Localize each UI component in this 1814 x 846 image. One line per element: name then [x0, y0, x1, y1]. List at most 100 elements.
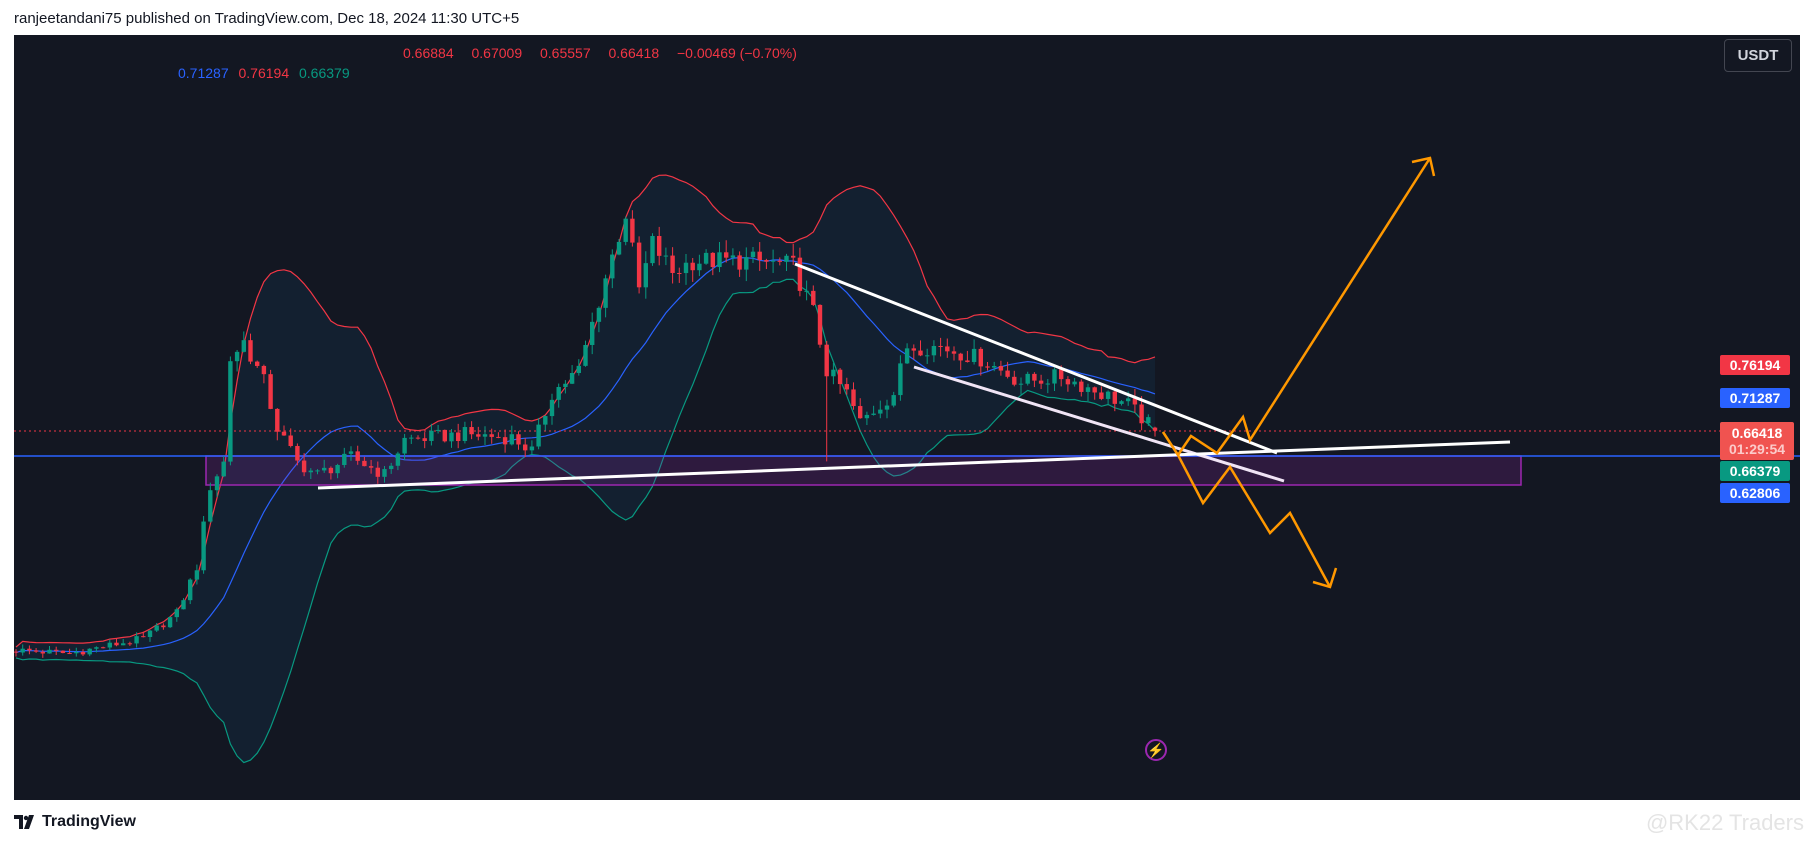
candle-body [925, 355, 930, 357]
candle-body [328, 467, 334, 474]
candle-body [181, 600, 186, 610]
candle-body [141, 636, 146, 638]
candle-body [643, 263, 648, 288]
candle-body [1032, 373, 1037, 381]
candle-body [435, 429, 441, 431]
candle-body [670, 255, 675, 273]
candle-body [1045, 383, 1050, 385]
candle-body [268, 374, 273, 409]
candle-body [737, 255, 742, 270]
candle-body [663, 255, 669, 257]
candle-body [898, 363, 903, 396]
candle-body [958, 353, 963, 361]
candle-body [20, 648, 25, 653]
candle-body [1126, 398, 1131, 402]
candle-body [1092, 387, 1097, 393]
candle-body [583, 344, 588, 366]
candle-body [730, 255, 736, 258]
candle-body [884, 405, 890, 410]
bollinger-lower-line [15, 278, 1156, 764]
lightning-icon[interactable]: ⚡ [1145, 739, 1167, 761]
candle-body [295, 446, 300, 461]
candle-body [750, 251, 756, 258]
price-label-bb-basis: 0.71287 [1720, 388, 1790, 408]
price-label-bb-upper: 0.76194 [1720, 355, 1790, 375]
candle-body [1085, 387, 1091, 392]
candle-body [804, 290, 809, 292]
candle-body [911, 348, 916, 351]
candle-body [429, 430, 434, 441]
candle-body [134, 636, 139, 644]
open-value: 0.66884 [403, 45, 454, 61]
candle-body [744, 257, 749, 270]
candle-body [971, 348, 977, 363]
candle-body [201, 521, 206, 571]
bollinger-legend[interactable]: 0.71287 0.76194 0.66379 [178, 65, 356, 81]
candle-body [60, 650, 66, 654]
candle-body [556, 386, 561, 400]
candle-body [549, 399, 555, 417]
tradingview-logo[interactable]: TradingView [14, 813, 136, 831]
candle-body [462, 427, 468, 441]
candle-body [1139, 404, 1144, 424]
candle-body [121, 643, 126, 646]
candle-body [1146, 417, 1151, 424]
price-label-last: 0.66418 01:29:54 [1720, 422, 1794, 460]
candle-body [241, 340, 246, 352]
candle-body [1072, 381, 1077, 385]
price-label-horizontal-line: 0.62806 [1720, 483, 1790, 503]
candle-body [904, 348, 910, 364]
bearish-projection-path[interactable] [1161, 431, 1332, 588]
currency-button[interactable]: USDT [1724, 39, 1792, 72]
brand-name: TradingView [42, 813, 136, 830]
candle-body [683, 262, 689, 274]
wedge-upper-trendline[interactable] [794, 262, 1278, 455]
bb-lower-value: 0.66379 [299, 65, 350, 81]
candle-body [1012, 376, 1017, 385]
candle-body [596, 307, 602, 322]
candle-body [261, 365, 267, 375]
wedge-lower-trendline[interactable] [913, 365, 1285, 483]
candle-body [844, 384, 849, 390]
price-label-bb-lower: 0.66379 [1720, 461, 1790, 481]
candle-body [214, 476, 220, 491]
rising-support-trendline[interactable] [317, 440, 1511, 490]
candle-body [80, 651, 86, 655]
candle-body [529, 446, 535, 451]
candle-body [616, 241, 622, 255]
candle-body [275, 408, 280, 432]
candle-body [677, 272, 682, 274]
candle-body [657, 236, 662, 256]
candle-body [342, 453, 347, 466]
candle-body [791, 255, 796, 258]
bullish-projection-path[interactable] [1161, 157, 1432, 458]
candle-body [322, 467, 327, 471]
candle-body [335, 465, 340, 474]
candle-body [1132, 398, 1138, 405]
candle-body [1038, 380, 1044, 384]
candle-body [1079, 381, 1084, 392]
candle-body [188, 579, 193, 601]
candle-body [288, 435, 293, 447]
candle-body [1018, 383, 1024, 385]
candle-body [1119, 401, 1124, 404]
bearish-arrow-head-icon [1312, 567, 1338, 589]
candle-body [697, 263, 702, 271]
high-value: 0.67009 [471, 45, 523, 61]
bb-upper-value: 0.76194 [238, 65, 290, 81]
bollinger-basis-line [15, 257, 1156, 654]
candle-body [496, 436, 501, 438]
chart-pane[interactable] [14, 35, 1800, 800]
support-zone[interactable] [205, 455, 1522, 486]
candle-body [978, 348, 983, 367]
candle-body [703, 252, 709, 264]
candle-body [864, 414, 870, 419]
candle-body [523, 444, 528, 451]
candle-body [764, 260, 769, 262]
bullish-arrow-head-icon [1411, 156, 1436, 177]
candle-body [469, 427, 474, 435]
candle-body [375, 467, 380, 477]
candle-body [724, 252, 729, 258]
candle-body [100, 647, 106, 649]
candle-body [1112, 391, 1117, 404]
